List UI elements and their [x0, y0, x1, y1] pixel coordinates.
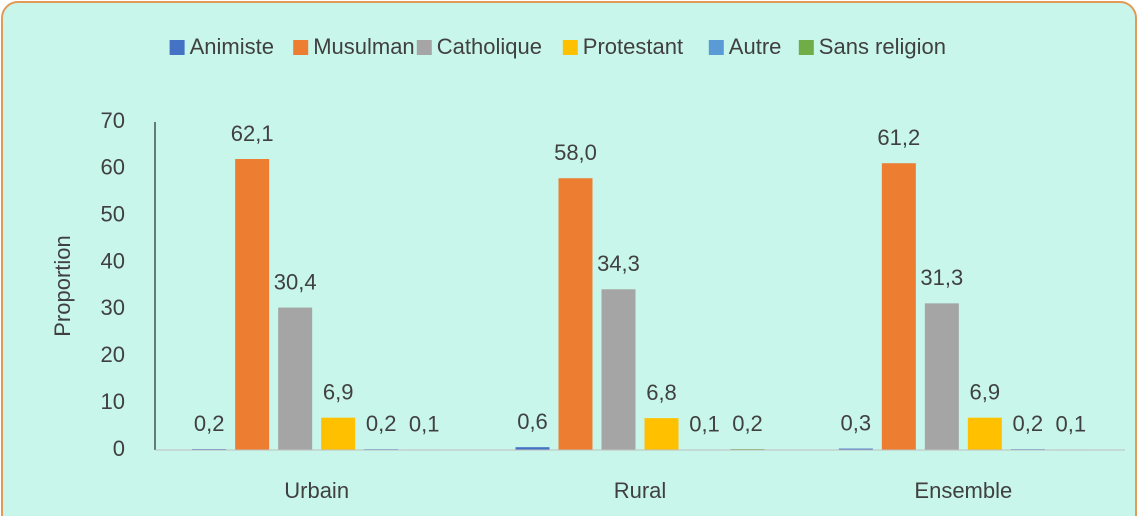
data-label: 30,4 — [274, 269, 317, 294]
legend-label: Sans religion — [819, 34, 946, 59]
data-label: 6,9 — [323, 379, 354, 404]
data-label: 0,2 — [732, 411, 763, 436]
x-tick-label: Urbain — [284, 478, 349, 503]
bar — [278, 307, 313, 450]
data-label: 0,1 — [409, 411, 440, 436]
y-tick-label: 20 — [101, 342, 125, 367]
bar — [967, 417, 1002, 450]
data-label: 61,2 — [877, 125, 920, 150]
bar — [601, 289, 636, 450]
data-label: 6,9 — [970, 379, 1001, 404]
data-label: 58,0 — [554, 140, 597, 165]
data-label: 6,8 — [646, 380, 677, 405]
legend-label: Autre — [729, 34, 782, 59]
legend-swatch — [293, 40, 309, 55]
bar — [644, 418, 679, 450]
y-tick-label: 10 — [101, 389, 125, 414]
bar — [321, 417, 356, 450]
bar — [881, 163, 916, 450]
y-tick-label: 40 — [101, 248, 125, 273]
legend-label: Musulman — [313, 34, 414, 59]
legend-swatch — [708, 40, 724, 55]
data-label: 31,3 — [920, 265, 963, 290]
data-label: 0,1 — [1056, 411, 1087, 436]
legend-label: Protestant — [583, 34, 683, 59]
data-label: 0,2 — [366, 411, 397, 436]
y-axis-label: Proportion — [50, 235, 75, 337]
legend-label: Catholique — [437, 34, 542, 59]
data-label: 0,1 — [689, 411, 720, 436]
bar — [558, 178, 593, 450]
y-tick-label: 0 — [113, 436, 125, 461]
bar — [235, 159, 270, 450]
data-label: 34,3 — [597, 251, 640, 276]
y-tick-label: 30 — [101, 295, 125, 320]
x-tick-label: Ensemble — [914, 478, 1012, 503]
legend-swatch — [416, 40, 432, 55]
legend-swatch — [798, 40, 814, 55]
data-label: 0,6 — [517, 409, 548, 434]
data-label: 0,2 — [194, 411, 225, 436]
bar — [838, 448, 873, 450]
y-tick-label: 50 — [101, 202, 125, 227]
y-tick-label: 70 — [101, 108, 125, 133]
legend-label: Animiste — [190, 34, 274, 59]
bar — [515, 447, 550, 450]
data-label: 0,3 — [841, 410, 872, 435]
x-tick-label: Rural — [614, 478, 667, 503]
legend-swatch — [169, 40, 185, 55]
y-tick-label: 60 — [101, 155, 125, 180]
data-label: 62,1 — [231, 121, 274, 146]
legend-swatch — [562, 40, 578, 55]
bar — [924, 303, 959, 450]
data-label: 0,2 — [1013, 411, 1044, 436]
